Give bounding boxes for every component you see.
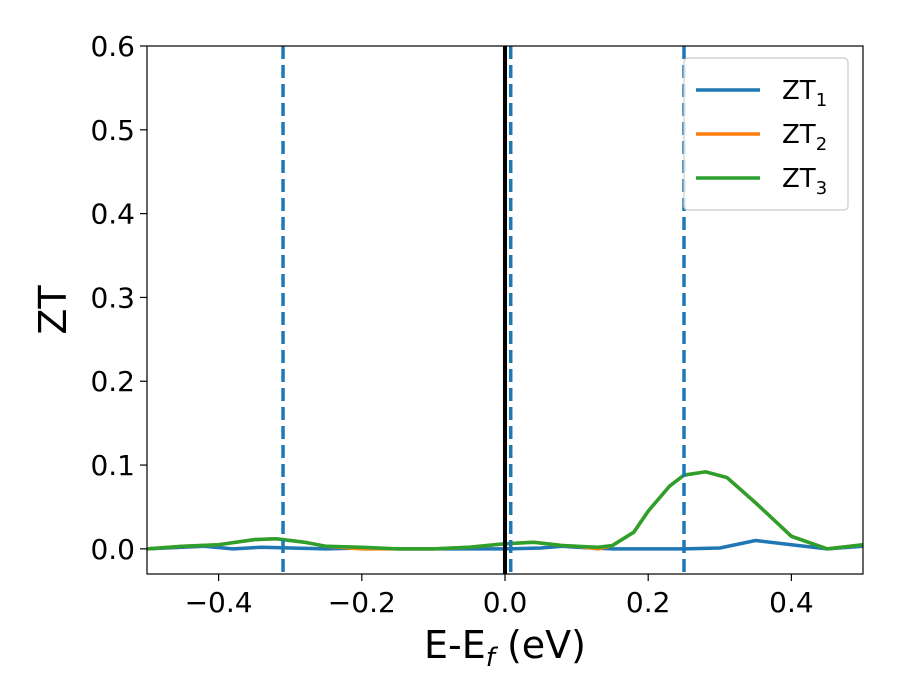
y-tick-label: 0.6 — [90, 30, 135, 63]
x-tick-label: 0.2 — [626, 586, 671, 619]
y-tick-label: 0.1 — [90, 449, 135, 482]
y-axis-ticks: 0.0 0.1 0.2 0.3 0.4 0.5 0.6 — [90, 30, 147, 566]
y-tick-label: 0.5 — [90, 114, 135, 147]
x-axis-ticks: −0.4 −0.2 0.0 0.2 0.4 — [185, 574, 814, 619]
x-tick-label: 0.4 — [769, 586, 814, 619]
vertical-lines — [281, 46, 686, 574]
x-axis-label-unit: (eV) — [495, 623, 586, 667]
x-axis-label: E-Ef (eV) — [424, 623, 586, 673]
y-tick-label: 0.4 — [90, 198, 135, 231]
x-tick-label: 0.0 — [483, 586, 528, 619]
y-tick-label: 0.0 — [90, 533, 135, 566]
legend: ZT1 ZT2 ZT3 — [683, 57, 849, 211]
legend-label-3: ZT3 — [782, 164, 827, 199]
y-axis-label: ZT — [31, 285, 75, 335]
x-tick-label: −0.2 — [328, 586, 396, 619]
y-tick-label: 0.3 — [90, 281, 135, 314]
series-line-3 — [146, 470, 864, 551]
legend-label-1: ZT1 — [782, 76, 827, 111]
legend-box — [683, 57, 849, 211]
y-tick-label: 0.2 — [90, 365, 135, 398]
x-axis-label-main: E-E — [424, 623, 486, 667]
legend-label-2: ZT2 — [782, 120, 827, 155]
x-tick-label: −0.4 — [185, 586, 253, 619]
